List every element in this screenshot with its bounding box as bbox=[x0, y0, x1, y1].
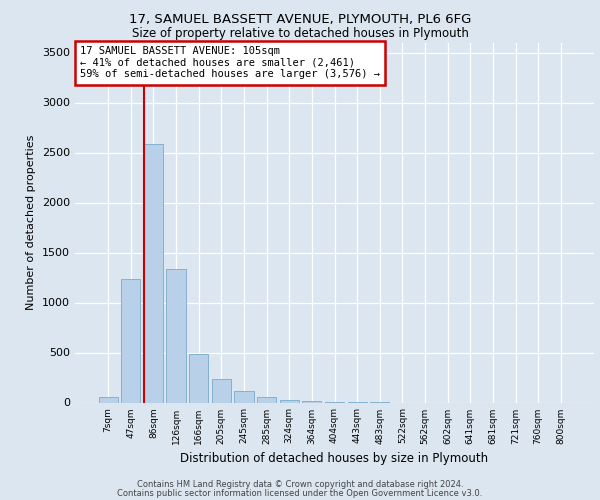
Y-axis label: Number of detached properties: Number of detached properties bbox=[26, 135, 37, 310]
Bar bbox=[98, 397, 118, 402]
Text: 17, SAMUEL BASSETT AVENUE, PLYMOUTH, PL6 6FG: 17, SAMUEL BASSETT AVENUE, PLYMOUTH, PL6… bbox=[129, 12, 471, 26]
Text: Size of property relative to detached houses in Plymouth: Size of property relative to detached ho… bbox=[131, 28, 469, 40]
Bar bbox=[302, 400, 322, 402]
Bar bbox=[189, 354, 208, 403]
Bar bbox=[257, 397, 276, 402]
Bar bbox=[235, 391, 254, 402]
Text: Contains public sector information licensed under the Open Government Licence v3: Contains public sector information licen… bbox=[118, 488, 482, 498]
Bar bbox=[121, 278, 140, 402]
X-axis label: Distribution of detached houses by size in Plymouth: Distribution of detached houses by size … bbox=[181, 452, 488, 465]
Text: 17 SAMUEL BASSETT AVENUE: 105sqm
← 41% of detached houses are smaller (2,461)
59: 17 SAMUEL BASSETT AVENUE: 105sqm ← 41% o… bbox=[80, 46, 380, 80]
Bar bbox=[144, 144, 163, 402]
Bar bbox=[166, 268, 186, 402]
Bar bbox=[212, 378, 231, 402]
Text: Contains HM Land Registry data © Crown copyright and database right 2024.: Contains HM Land Registry data © Crown c… bbox=[137, 480, 463, 489]
Bar bbox=[280, 400, 299, 402]
